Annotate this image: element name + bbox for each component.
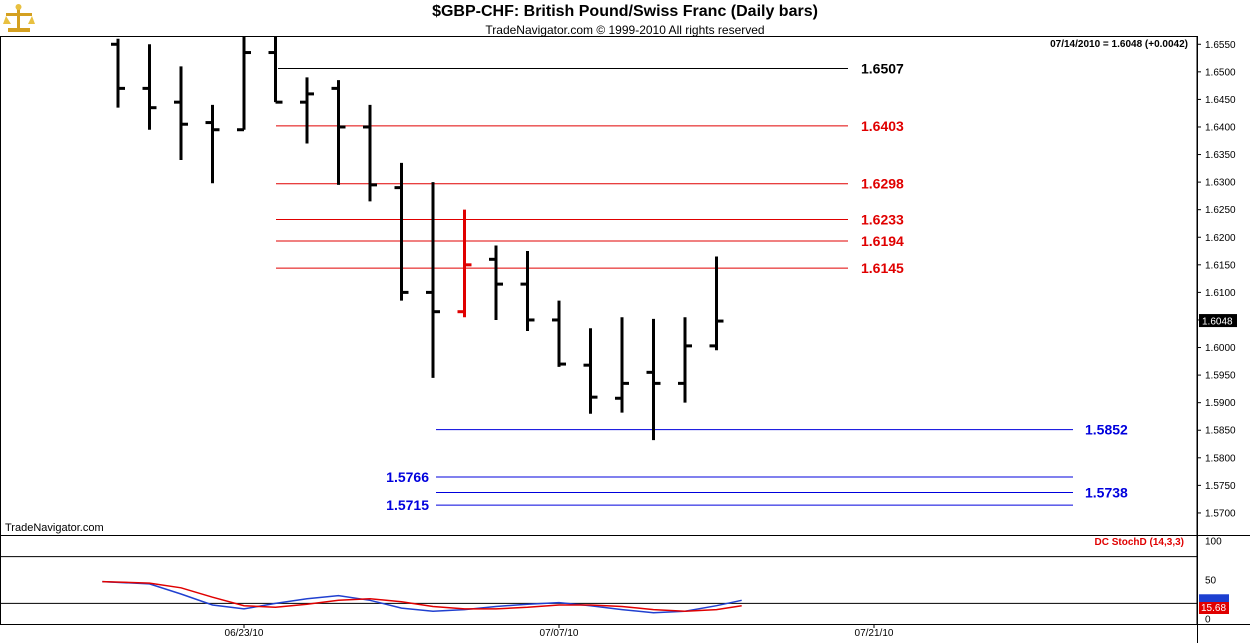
level-label: 1.6233 <box>861 212 904 228</box>
y-tick-label: 1.6350 <box>1205 150 1236 161</box>
level-label: 1.6145 <box>861 260 904 276</box>
level-label: 1.6507 <box>861 60 904 76</box>
y-tick-label: 1.6300 <box>1205 178 1236 189</box>
chart-title: $GBP-CHF: British Pound/Swiss Franc (Dai… <box>432 3 818 20</box>
level-label: 1.6194 <box>861 233 904 249</box>
y-tick-label: 1.5750 <box>1205 481 1236 492</box>
last-quote-readout: 07/14/2010 = 1.6048 (+0.0042) <box>1050 39 1188 50</box>
y-tick-label: 1.6550 <box>1205 40 1236 51</box>
y-tick-label: 1.6200 <box>1205 233 1236 244</box>
chart-header: $GBP-CHF: British Pound/Swiss Franc (Dai… <box>0 0 1250 40</box>
stoch-value-label: 15.68 <box>1201 603 1226 614</box>
y-tick-label: 1.6000 <box>1205 343 1236 354</box>
trade-navigator-logo-icon <box>2 2 36 36</box>
last-price-label: 1.6048 <box>1202 317 1233 328</box>
y-tick-label: 1.6250 <box>1205 205 1236 216</box>
last-price-marker <box>1199 314 1237 328</box>
stoch-series-line <box>102 580 742 612</box>
stoch-y-tick-label: 0 <box>1205 615 1211 626</box>
level-label: 1.5715 <box>386 497 429 513</box>
stoch-y-tick-label: 100 <box>1205 537 1222 548</box>
y-tick-label: 1.5700 <box>1205 508 1236 519</box>
stoch-y-tick-label: 50 <box>1205 576 1217 587</box>
x-tick-label: 06/23/10 <box>225 628 264 639</box>
y-tick-label: 1.5800 <box>1205 453 1236 464</box>
x-tick-label: 07/07/10 <box>540 628 579 639</box>
y-tick-label: 1.5850 <box>1205 426 1236 437</box>
chart-subtitle: TradeNavigator.com © 1999-2010 All right… <box>485 23 765 37</box>
y-tick-label: 1.6100 <box>1205 288 1236 299</box>
level-label: 1.6403 <box>861 118 904 134</box>
y-tick-label: 1.6500 <box>1205 67 1236 78</box>
y-tick-label: 1.5900 <box>1205 398 1236 409</box>
stoch-k-tag <box>1199 594 1229 606</box>
y-tick-label: 1.6450 <box>1205 95 1236 106</box>
y-tick-label: 1.6150 <box>1205 260 1236 271</box>
indicator-label: DC StochD (14,3,3) <box>1094 537 1184 548</box>
y-tick-label: 1.5950 <box>1205 371 1236 382</box>
x-tick-label: 07/21/10 <box>855 628 894 639</box>
stoch-series-line <box>102 580 742 614</box>
stoch-d-tag <box>1199 602 1229 614</box>
y-tick-label: 1.6400 <box>1205 122 1236 133</box>
watermark: TradeNavigator.com <box>5 522 104 534</box>
level-label: 1.5738 <box>1085 484 1128 500</box>
level-label: 1.5766 <box>386 469 429 485</box>
level-label: 1.5852 <box>1085 422 1128 438</box>
level-label: 1.6298 <box>861 176 904 192</box>
